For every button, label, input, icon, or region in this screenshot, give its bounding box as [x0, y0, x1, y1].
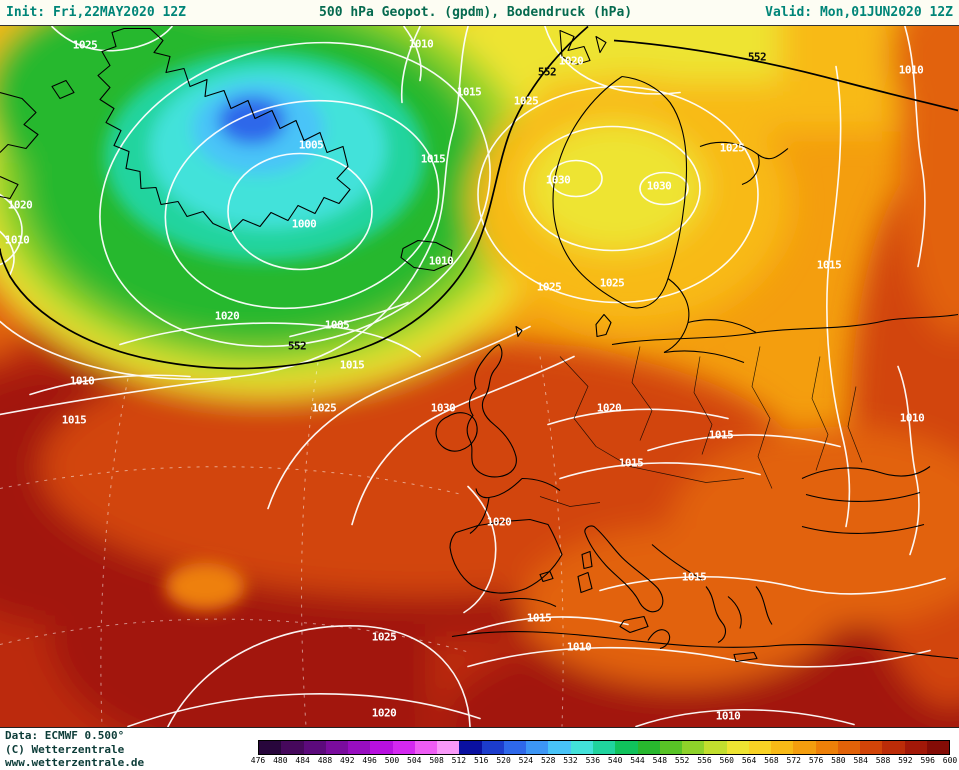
graticule-lines [0, 356, 564, 727]
map-header: Init: Fri,22MAY2020 12Z 500 hPa Geopot. … [0, 0, 959, 26]
map-footer: Data: ECMWF 0.500° (C) Wetterzentrale ww… [0, 727, 959, 770]
colorbar-cell [526, 741, 549, 754]
colorbar-cell [682, 741, 705, 754]
colorbar-cell [370, 741, 393, 754]
colorbar-ticks: 476 480 484 488 492 496 500 504 508 512 516 520 524 5… [251, 756, 957, 766]
colorbar-tick: 544 [630, 756, 645, 765]
colorbar-cell [570, 741, 593, 754]
colorbar-tick: 592 [898, 756, 913, 765]
colorbar-tick: 560 [719, 756, 734, 765]
colorbar-tick: 552 [674, 756, 690, 765]
colorbar-tick: 576 [808, 756, 824, 765]
colorbar-tick: 480 [273, 756, 288, 765]
colorbar-cell [348, 741, 371, 754]
colorbar-tick: 548 [652, 756, 668, 765]
country-borders [539, 346, 863, 507]
colorbar-tick: 484 [295, 756, 310, 765]
colorbar-tick: 584 [853, 756, 868, 765]
colorbar-cell [704, 741, 727, 754]
colorbar-cell [726, 741, 749, 754]
colorbar-tick: 512 [451, 756, 467, 765]
colorbar-tick: 532 [563, 756, 578, 765]
colorbar-cell [548, 741, 571, 754]
weather-field-svg [0, 26, 959, 727]
colorbar-cell [793, 741, 816, 754]
colorbar-tick: 540 [607, 756, 623, 765]
colorbar-tick: 520 [496, 756, 511, 765]
colorbar-cell [904, 741, 927, 754]
data-source-label: Data: ECMWF 0.500° [5, 729, 125, 742]
website-label: www.wetterzentrale.de [5, 756, 145, 769]
colorbar-cell [325, 741, 349, 754]
colorbar-tick: 488 [317, 756, 333, 765]
colorbar-tick: 536 [585, 756, 601, 765]
colorbar-cell [459, 741, 482, 754]
colorbar-tick: 524 [518, 756, 534, 765]
colorbar-cell [882, 741, 905, 754]
colorbar-tick: 600 [942, 756, 958, 765]
colorbar-cell [637, 741, 660, 754]
colorbar-cell [659, 741, 683, 754]
field-core-blobs [105, 51, 425, 611]
coastlines [0, 27, 959, 663]
colorbar-cell [771, 741, 794, 754]
colorbar-cell [281, 741, 304, 754]
colorbar-tick: 500 [384, 756, 400, 765]
colorbar-tick: 596 [920, 756, 935, 765]
colorbar-cell [926, 741, 950, 754]
colorbar-cell [860, 741, 883, 754]
colorbar-tick: 588 [875, 756, 891, 765]
geopotential-contour-552 [0, 26, 959, 370]
colorbar-tick: 508 [429, 756, 444, 765]
colorbar-cell [303, 741, 326, 754]
colorbar-cell [815, 741, 838, 754]
colorbar-tick: 496 [362, 756, 377, 765]
colorbar-cell [259, 741, 282, 754]
copyright-label: (C) Wetterzentrale [5, 742, 125, 756]
credits-block: Data: ECMWF 0.500° (C) Wetterzentrale ww… [5, 729, 144, 770]
colorbar-tick: 476 [250, 756, 266, 765]
colorbar-tick: 580 [831, 756, 846, 765]
colorbar-cell [481, 741, 504, 754]
colorbar-tick: 568 [764, 756, 779, 765]
colorbar-cell [437, 741, 460, 754]
colorbar-cell [392, 741, 415, 754]
colorbar-tick: 572 [786, 756, 801, 765]
colorbar-cell [592, 741, 616, 754]
colorbar-tick: 504 [407, 756, 422, 765]
colorbar-cell [837, 741, 861, 754]
init-label: Init: Fri,22MAY2020 12Z [6, 5, 187, 20]
valid-label: Valid: Mon,01JUN2020 12Z [765, 5, 953, 20]
isobar-contours [0, 26, 946, 727]
colorbar-tick: 516 [473, 756, 489, 765]
colorbar-cell [615, 741, 638, 754]
colorbar-cells [258, 740, 950, 755]
colorbar-cell [503, 741, 527, 754]
colorbar: 476 480 484 488 492 496 500 504 508 512 516 520 524 5… [251, 740, 957, 766]
colorbar-tick: 492 [340, 756, 355, 765]
map-canvas [0, 26, 959, 727]
map-title: 500 hPa Geopot. (gpdm), Bodendruck (hPa) [319, 5, 633, 20]
colorbar-cell [414, 741, 438, 754]
colorbar-cell [748, 741, 772, 754]
colorbar-tick: 564 [741, 756, 757, 765]
colorbar-tick: 556 [697, 756, 712, 765]
colorbar-tick: 528 [540, 756, 556, 765]
